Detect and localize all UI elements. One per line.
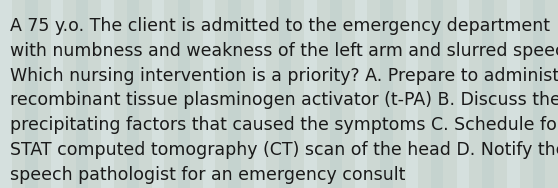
Bar (533, 0, 545, 188)
Bar (76, 0, 88, 188)
Text: with numbness and weakness of the left arm and slurred speech.: with numbness and weakness of the left a… (10, 42, 558, 60)
Text: precipitating factors that caused the symptoms C. Schedule for a: precipitating factors that caused the sy… (10, 116, 558, 134)
Bar (482, 0, 494, 188)
Bar (279, 0, 291, 188)
Bar (152, 0, 165, 188)
Text: STAT computed tomography (CT) scan of the head D. Notify the: STAT computed tomography (CT) scan of th… (10, 141, 558, 159)
Bar (203, 0, 215, 188)
Bar (507, 0, 519, 188)
Bar (102, 0, 114, 188)
Text: Which nursing intervention is a priority? A. Prepare to administer: Which nursing intervention is a priority… (10, 67, 558, 85)
Bar (431, 0, 444, 188)
Bar (228, 0, 240, 188)
Bar (330, 0, 342, 188)
Bar (0, 0, 12, 188)
Text: A 75 y.o. The client is admitted to the emergency department: A 75 y.o. The client is admitted to the … (10, 17, 550, 35)
Bar (51, 0, 63, 188)
Bar (254, 0, 266, 188)
Text: recombinant tissue plasminogen activator (t-PA) B. Discuss the: recombinant tissue plasminogen activator… (10, 91, 558, 109)
Bar (304, 0, 316, 188)
Bar (127, 0, 139, 188)
Bar (456, 0, 469, 188)
Text: speech pathologist for an emergency consult: speech pathologist for an emergency cons… (10, 166, 406, 184)
Bar (177, 0, 190, 188)
Bar (25, 0, 37, 188)
Bar (406, 0, 418, 188)
Bar (355, 0, 367, 188)
Bar (381, 0, 393, 188)
